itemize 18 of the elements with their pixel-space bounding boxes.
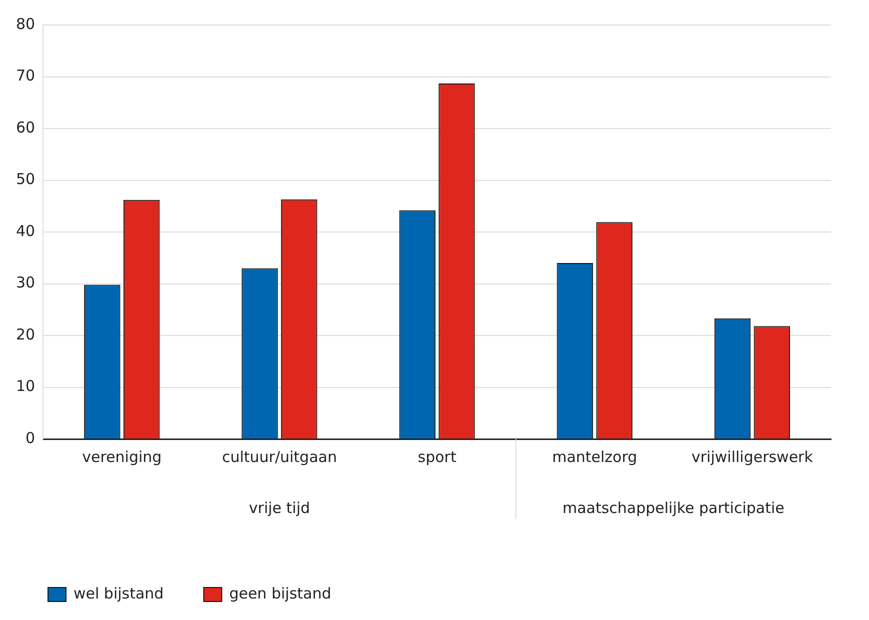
y-tick-label: 10 (16, 377, 36, 396)
y-tick-label: 40 (16, 222, 36, 240)
y-tick-label: 50 (16, 170, 36, 188)
y-tick-label: 70 (16, 66, 36, 85)
y-tick-label: 60 (16, 118, 36, 136)
text: maatschappelijke participatie (562, 498, 784, 517)
x-tick-label: vrijwilligerswerk (692, 448, 814, 466)
x-tick-label: cultuur/uitgaan (222, 448, 337, 466)
legend-label: geen bijstand (229, 584, 332, 602)
y-tick-label: 20 (16, 325, 36, 344)
x-tick-label: sport (418, 448, 456, 466)
legend-label: wel bijstand (74, 584, 164, 602)
text: vrije tijd (248, 498, 310, 517)
y-tick-label: 30 (16, 274, 36, 292)
x-tick-label: vereniging (82, 448, 162, 466)
y-tick-label: 80 (16, 14, 36, 33)
x-tick-label: mantelzorg (552, 448, 638, 466)
y-tick-label: 0 (26, 428, 36, 447)
